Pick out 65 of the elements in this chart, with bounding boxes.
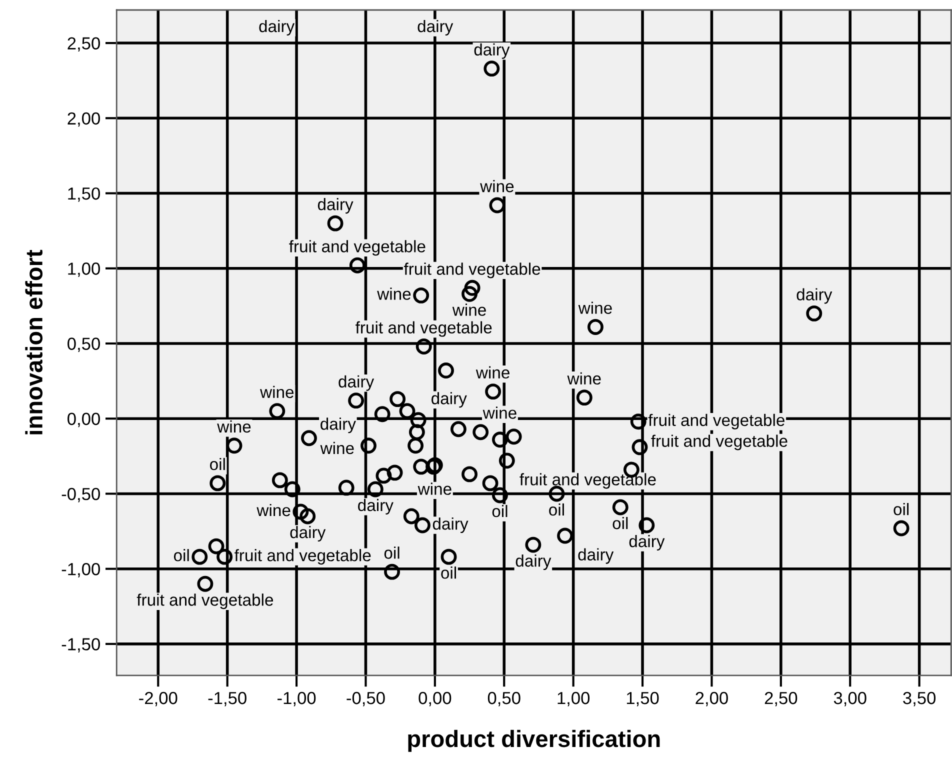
y-axis-title: innovation effort: [25, 250, 43, 434]
annotation: oil: [174, 549, 189, 562]
x-tick-label: 0,00: [418, 692, 452, 706]
annotation: wine: [482, 406, 516, 419]
annotation: wine: [452, 304, 486, 316]
x-axis-title: product diversification: [408, 730, 660, 752]
x-tick-label: -1,00: [278, 692, 316, 706]
y-tick-label: 1,00: [68, 262, 100, 277]
y-tick-label: 0,50: [68, 338, 100, 352]
x-tick-label: 1,50: [626, 692, 659, 706]
annotation: dairy: [629, 534, 665, 551]
y-tick-label: -0,50: [62, 488, 100, 502]
y-tick-label: 0,00: [68, 412, 100, 428]
annotation: dairy: [516, 554, 552, 570]
x-tick-label: 2,00: [696, 692, 728, 706]
annotation: oil: [492, 504, 508, 518]
annotation: wine: [476, 366, 510, 379]
x-tick-label: 3,50: [903, 692, 936, 706]
annotation: wine: [320, 442, 354, 454]
y-tick-label: 2,00: [68, 112, 100, 127]
annotation: oil: [612, 516, 628, 530]
annotation: fruit and vegetable: [648, 414, 784, 430]
annotation: fruit and vegetable: [234, 549, 371, 565]
annotation: dairy: [338, 375, 374, 391]
y-tick-label: 2,50: [68, 37, 100, 52]
y-tick-label: 1,50: [68, 187, 100, 202]
annotation: dairy: [320, 418, 356, 434]
x-tick-label: -1,50: [208, 692, 246, 706]
annotation: fruit and vegetable: [136, 594, 274, 610]
x-tick-label: 2,50: [764, 692, 798, 706]
annotation: wine: [578, 302, 612, 314]
annotation: dairy: [432, 392, 467, 408]
annotation: wine: [567, 372, 601, 385]
x-tick-label: 1,00: [558, 692, 590, 706]
annotation: dairy: [796, 288, 832, 304]
x-tick-label: 0,50: [488, 692, 520, 706]
x-tick-label: -0,50: [346, 692, 385, 706]
annotation: dairy: [318, 198, 354, 214]
y-tick-label: -1,50: [62, 638, 100, 652]
annotation: fruit and vegetable: [520, 473, 656, 489]
annotation: wine: [418, 482, 452, 495]
annotation: oil: [384, 546, 400, 559]
annotation: wine: [217, 420, 251, 433]
annotation: wine: [480, 180, 514, 192]
y-tick-label: -1,00: [62, 563, 100, 578]
annotation: dairy: [418, 20, 454, 36]
x-tick-label: 3,00: [834, 692, 866, 706]
annotation: dairy: [578, 548, 614, 564]
annotation: dairy: [474, 43, 510, 59]
annotation: dairy: [358, 498, 394, 514]
annotation: fruit and vegetable: [356, 321, 492, 337]
annotation: fruit and vegetable: [404, 262, 540, 278]
annotation: fruit and vegetable: [651, 434, 788, 450]
x-tick-label: -2,00: [139, 692, 178, 706]
annotation: oil: [894, 503, 909, 516]
annotation: wine: [260, 386, 294, 398]
annotation: dairy: [290, 526, 326, 542]
annotation: oil: [549, 503, 564, 516]
annotation: dairy: [432, 517, 468, 534]
annotation: wine: [377, 288, 411, 300]
annotation: oil: [210, 458, 225, 470]
annotation: oil: [441, 566, 456, 579]
annotation: wine: [256, 504, 290, 516]
annotation: fruit and vegetable: [289, 240, 426, 256]
annotation: dairy: [259, 20, 295, 36]
